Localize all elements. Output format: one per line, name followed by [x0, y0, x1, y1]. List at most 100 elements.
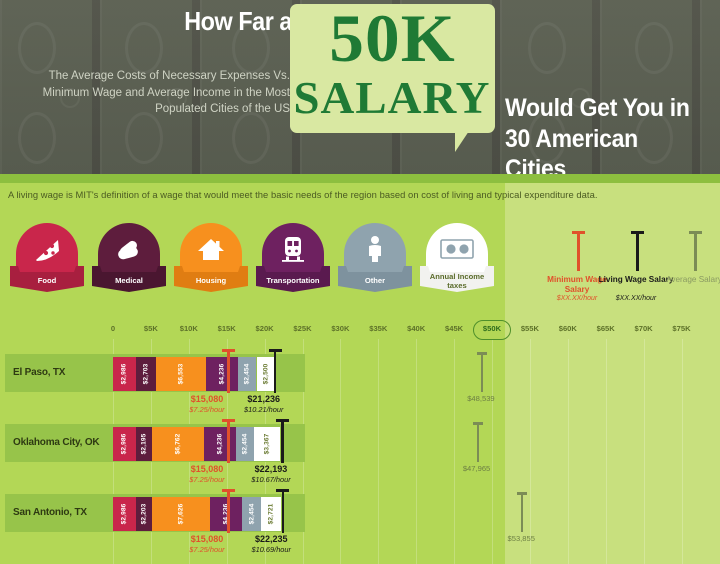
legend-marker-hourly-living-wage: $XX.XX/hour — [615, 295, 657, 302]
living-wage-marker-cap — [276, 419, 290, 422]
living-wage-hourly: $10.67/hour — [251, 475, 291, 485]
bill-ornament — [635, 112, 673, 164]
bill-ornament — [528, 22, 566, 74]
legend-label-housing: Housing — [195, 276, 227, 286]
average-salary-marker-cap — [689, 231, 702, 234]
living-wage-amount: $22,193 — [254, 464, 288, 474]
x-axis-tick-label: $35K — [369, 324, 388, 333]
bar-segment-food[interactable]: $2,986 — [113, 497, 136, 531]
city-label: Oklahoma City, OK — [13, 437, 100, 448]
header-subtitle: The Average Costs of Necessary Expenses … — [42, 70, 290, 116]
bar-segment-value: $3,367 — [263, 433, 271, 455]
intro-band: A living wage is MIT's definition of a w… — [0, 183, 720, 209]
chart-gridline — [416, 339, 418, 564]
minimum-wage-amount: $15,080 — [190, 534, 224, 544]
legend-category-annual-income-taxes[interactable]: Annual Income taxes — [420, 223, 494, 292]
legend-dome-transportation — [262, 223, 324, 275]
minimum-wage-marker — [222, 349, 236, 393]
minimum-wage-marker — [222, 419, 236, 463]
bill-ornament — [125, 112, 163, 164]
pizza-slice-icon — [32, 234, 62, 264]
minimum-wage-callout: $15,080 $7.25/hour — [189, 394, 224, 415]
legend-label-medical: Medical — [115, 276, 143, 286]
living-wage-hourly: $10.21/hour — [243, 405, 284, 415]
legend-dome-food — [16, 223, 78, 275]
legend-marker-label-minimum-wage: Minimum Wage Salary — [547, 275, 607, 294]
legend-category-housing[interactable]: Housing — [174, 223, 248, 292]
chart-gridline — [378, 339, 380, 564]
bar-segment-annual-income-taxes[interactable]: $3,367 — [254, 427, 280, 461]
x-axis-tick-label: $60K — [558, 324, 577, 333]
bill-ornament — [125, 22, 163, 74]
bar-segment-value: $2,986 — [120, 433, 128, 455]
speech-bubble-tail — [455, 128, 471, 152]
bar-segment-medical[interactable]: $2,195 — [135, 427, 153, 461]
x-axis-tick-label: $55K — [520, 324, 539, 333]
average-salary-marker-cap — [476, 352, 487, 355]
average-salary-value: $48,539 — [467, 394, 495, 403]
bar-segment-value: $6,762 — [174, 433, 182, 455]
bar-segment-housing[interactable]: $6,553 — [156, 357, 206, 391]
pill-capsule-icon — [114, 234, 144, 264]
bar-segment-value: $2,195 — [140, 433, 148, 455]
living-wage-hourly: $10.69/hour — [251, 545, 291, 555]
bar-segment-value: $2,703 — [142, 363, 150, 385]
average-salary-marker-cap — [472, 422, 483, 425]
bar-segment-housing[interactable]: $7,626 — [152, 497, 211, 531]
minimum-wage-marker-cap — [572, 231, 585, 234]
city-label: El Paso, TX — [13, 367, 66, 378]
bar-segment-value: $7,626 — [177, 503, 185, 525]
average-salary-marker-cap — [517, 492, 528, 495]
legend-category-transportation[interactable]: Transportation — [256, 223, 330, 292]
legend-category-food[interactable]: Food — [10, 223, 84, 292]
minimum-wage-amount: $15,080 — [190, 464, 224, 474]
living-wage-callout: $22,193 $10.67/hour — [251, 464, 290, 485]
bar-segment-other[interactable]: $2,454 — [242, 497, 261, 531]
legend-category-other[interactable]: Other — [338, 223, 412, 292]
bar-segment-food[interactable]: $2,986 — [113, 427, 136, 461]
legend-category-medical[interactable]: Medical — [92, 223, 166, 292]
chart-gridline — [529, 339, 531, 564]
bar-segment-medical[interactable]: $2,203 — [135, 497, 153, 531]
living-wage-marker — [268, 349, 282, 393]
house-icon — [196, 235, 226, 263]
bar-segment-annual-income-taxes[interactable]: $2,500 — [256, 357, 276, 391]
bill-ornament — [232, 112, 270, 164]
legend-marker-label-average-salary: Average Salary — [666, 275, 720, 284]
chart-gridline — [340, 339, 342, 564]
bar-segment-transportation[interactable]: $4,236 — [205, 357, 238, 391]
city-label: San Antonio, TX — [13, 507, 87, 518]
legend-marker-hourly-minimum-wage: $XX.XX/hour — [556, 295, 598, 302]
bar-segment-value: $2,986 — [120, 503, 128, 525]
living-wage-marker-cap — [631, 231, 644, 234]
bar-segment-transportation[interactable]: $4,236 — [210, 497, 243, 531]
bar-segment-food[interactable]: $2,986 — [113, 357, 136, 391]
x-axis-tick-label: $25K — [293, 324, 312, 333]
bill-ornament — [570, 88, 590, 108]
train-icon — [279, 234, 307, 264]
chart-pale-column — [505, 319, 720, 564]
infographic-header: How Far a The Average Costs of Necessary… — [0, 0, 720, 183]
x-axis-tick-label: $5K — [143, 324, 158, 333]
bar-segment-other[interactable]: $2,454 — [237, 357, 257, 391]
minimum-wage-marker-cap — [222, 489, 236, 492]
living-wage-definition: A living wage is MIT's definition of a w… — [8, 189, 598, 200]
bar-segment-value: $6,553 — [177, 363, 185, 385]
person-icon — [363, 234, 387, 264]
bar-segment-value: $2,454 — [241, 433, 249, 455]
x-axis-tick-label: $50K — [482, 324, 502, 333]
bar-segment-medical[interactable]: $2,703 — [135, 357, 157, 391]
bar-segment-value: $2,721 — [267, 503, 275, 525]
chart-gridline — [454, 339, 456, 564]
bar-segment-housing[interactable]: $6,762 — [152, 427, 204, 461]
speech-bubble — [290, 4, 495, 133]
bill-ornament — [528, 112, 566, 164]
bar-segment-transportation[interactable]: $4,236 — [203, 427, 236, 461]
headline-50k: 50K — [329, 0, 456, 76]
minimum-wage-callout: $15,080 $7.25/hour — [189, 534, 224, 555]
minimum-wage-marker-cap — [222, 419, 236, 422]
bar-segment-other[interactable]: $2,454 — [235, 427, 255, 461]
x-axis-tick-label: $65K — [596, 324, 615, 333]
minimum-wage-amount: $15,080 — [190, 394, 224, 404]
bar-segment-annual-income-taxes[interactable]: $2,721 — [260, 497, 282, 531]
